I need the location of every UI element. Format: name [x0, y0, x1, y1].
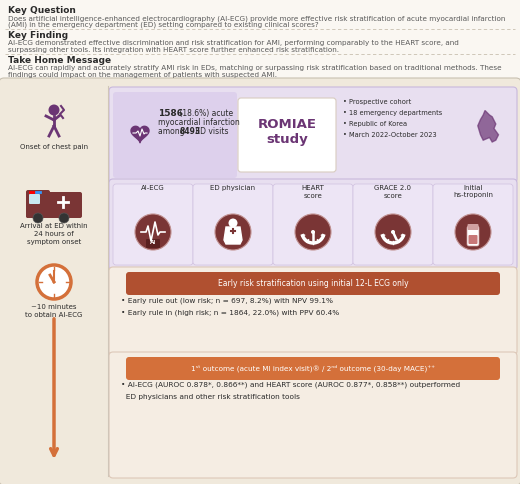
Circle shape: [53, 281, 56, 284]
Text: • Early rule out (low risk; n = 697, 8.2%) with NPV 99.1%: • Early rule out (low risk; n = 697, 8.2…: [121, 297, 333, 303]
Circle shape: [33, 213, 43, 223]
FancyBboxPatch shape: [467, 224, 478, 230]
Text: Does artificial intelligence-enhanced electrocardiography (AI-ECG) provide more : Does artificial intelligence-enhanced el…: [8, 15, 505, 21]
Text: • 18 emergency departments: • 18 emergency departments: [343, 110, 442, 116]
FancyBboxPatch shape: [433, 184, 513, 265]
Text: • Republic of Korea: • Republic of Korea: [343, 121, 407, 127]
FancyBboxPatch shape: [193, 184, 273, 265]
Text: AI-ECG demonstrated effective discrimination and risk stratification for AMI, pe: AI-ECG demonstrated effective discrimina…: [8, 40, 459, 46]
Polygon shape: [478, 110, 499, 142]
Polygon shape: [131, 126, 149, 143]
FancyBboxPatch shape: [146, 239, 160, 248]
Circle shape: [135, 214, 171, 250]
FancyBboxPatch shape: [238, 98, 336, 172]
Text: Key Finding: Key Finding: [8, 31, 68, 40]
Text: Early risk stratification using initial 12-L ECG only: Early risk stratification using initial …: [218, 279, 408, 288]
Circle shape: [375, 214, 411, 250]
Text: ROMIAE: ROMIAE: [257, 119, 317, 132]
Text: 8493: 8493: [180, 127, 201, 136]
Text: Onset of chest pain: Onset of chest pain: [20, 144, 88, 150]
Text: • March 2022-October 2023: • March 2022-October 2023: [343, 132, 437, 138]
Text: ED physicians and other risk stratification tools: ED physicians and other risk stratificat…: [121, 394, 300, 400]
Text: ED visits: ED visits: [193, 127, 228, 136]
Text: findings could impact on the management of patients with suspected AMI.: findings could impact on the management …: [8, 72, 277, 78]
Text: (AMI) in the emergency department (ED) setting compared to existing clinical sco: (AMI) in the emergency department (ED) s…: [8, 22, 319, 29]
Text: myocardial infarction: myocardial infarction: [158, 118, 240, 127]
Circle shape: [391, 230, 395, 234]
Circle shape: [37, 265, 71, 299]
FancyBboxPatch shape: [469, 235, 477, 244]
FancyBboxPatch shape: [109, 267, 517, 355]
Circle shape: [455, 214, 491, 250]
Circle shape: [48, 105, 59, 116]
Text: ED physician: ED physician: [211, 185, 255, 191]
Text: Initial
hs-troponin: Initial hs-troponin: [453, 185, 493, 198]
Text: HEART
score: HEART score: [302, 185, 324, 198]
FancyBboxPatch shape: [109, 352, 517, 478]
Text: Arrival at ED within
24 hours of
symptom onset: Arrival at ED within 24 hours of symptom…: [20, 223, 88, 245]
Text: Take Home Message: Take Home Message: [8, 56, 111, 65]
Text: among: among: [158, 127, 187, 136]
Text: AI-ECG: AI-ECG: [141, 185, 165, 191]
Text: AI-ECG can rapidly and accurately stratify AMI risk in EDs, matching or surpassi: AI-ECG can rapidly and accurately strati…: [8, 65, 502, 71]
Text: (18.6%) acute: (18.6%) acute: [177, 109, 233, 118]
FancyBboxPatch shape: [126, 357, 500, 380]
FancyBboxPatch shape: [109, 179, 517, 270]
Text: • AI-ECG (AUROC 0.878*, 0.866**) and HEART score (AUROC 0.877*, 0.858**) outperf: • AI-ECG (AUROC 0.878*, 0.866**) and HEA…: [121, 382, 460, 389]
Circle shape: [295, 214, 331, 250]
FancyBboxPatch shape: [126, 272, 500, 295]
Text: Key Question: Key Question: [8, 6, 76, 15]
FancyBboxPatch shape: [26, 190, 50, 218]
Text: surpassing other tools. Its integration with HEART score further enhanced risk s: surpassing other tools. Its integration …: [8, 47, 339, 53]
FancyBboxPatch shape: [29, 194, 40, 204]
Circle shape: [311, 230, 315, 234]
FancyBboxPatch shape: [26, 192, 82, 218]
FancyBboxPatch shape: [467, 226, 479, 246]
Text: GRACE 2.0
score: GRACE 2.0 score: [374, 185, 411, 198]
Text: 1ˢᵗ outcome (acute MI index visit)® / 2ⁿᵈ outcome (30-day MACE)⁺⁺: 1ˢᵗ outcome (acute MI index visit)® / 2ⁿ…: [191, 365, 435, 372]
Text: • Prospective cohort: • Prospective cohort: [343, 99, 411, 105]
Text: study: study: [266, 133, 308, 146]
FancyBboxPatch shape: [113, 184, 193, 265]
Polygon shape: [224, 227, 242, 244]
FancyBboxPatch shape: [113, 92, 237, 178]
FancyBboxPatch shape: [109, 87, 517, 183]
Text: 1586: 1586: [158, 109, 183, 118]
FancyBboxPatch shape: [353, 184, 433, 265]
Circle shape: [228, 218, 238, 227]
Text: AI: AI: [150, 241, 156, 245]
Text: ~10 minutes
to obtain AI-ECG: ~10 minutes to obtain AI-ECG: [25, 304, 83, 318]
FancyBboxPatch shape: [0, 78, 520, 484]
Circle shape: [215, 214, 251, 250]
FancyBboxPatch shape: [273, 184, 353, 265]
Text: • Early rule in (high risk; n = 1864, 22.0%) with PPV 60.4%: • Early rule in (high risk; n = 1864, 22…: [121, 309, 339, 316]
Circle shape: [59, 213, 69, 223]
